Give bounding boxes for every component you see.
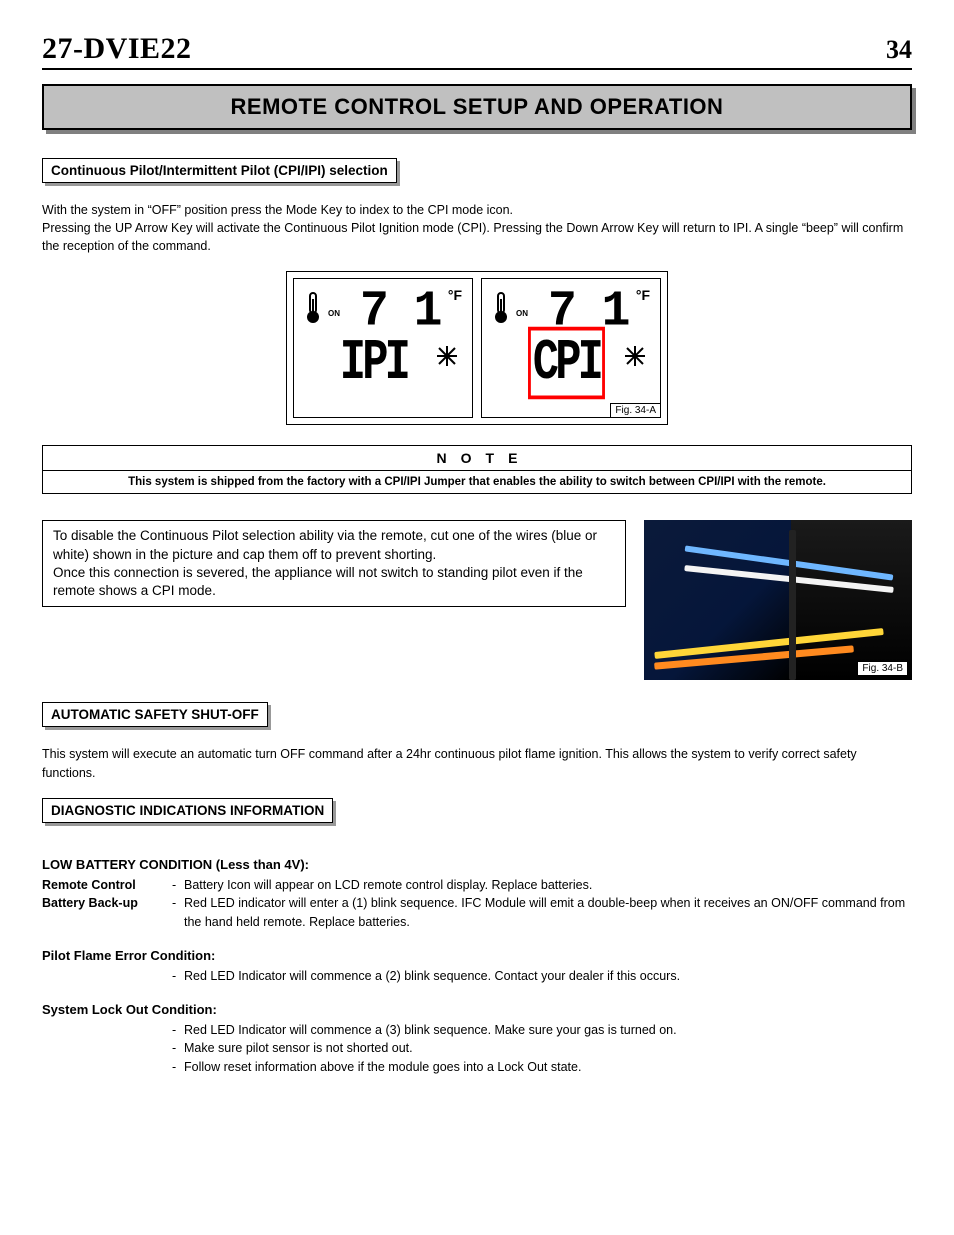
lockout-2: Make sure pilot sensor is not shorted ou…	[184, 1039, 912, 1058]
subheading-diagnostics: DIAGNOSTIC INDICATIONS INFORMATION	[42, 798, 333, 823]
lockout-3: Follow reset information above if the mo…	[184, 1058, 912, 1077]
pilot-error-text: Red LED Indicator will commence a (2) bl…	[184, 967, 912, 986]
mode-label-ipi: IPI	[340, 331, 407, 396]
figure-34b-photo: Fig. 34-B	[644, 520, 912, 680]
remote-control-label: Remote Control	[42, 876, 172, 895]
thermometer-icon	[492, 291, 510, 330]
cpi-line1: With the system in “OFF” position press …	[42, 203, 513, 217]
figure-caption-b: Fig. 34-B	[857, 661, 908, 676]
mode-label-cpi: CPI	[528, 331, 605, 396]
lockout-body: -Red LED Indicator will commence a (3) b…	[42, 1021, 912, 1077]
thermometer-icon	[304, 291, 322, 330]
subheading-cpi: Continuous Pilot/Intermittent Pilot (CPI…	[42, 158, 397, 183]
dash: -	[172, 876, 184, 895]
figure-34a: ON 7 1 °F IPI ON 7 1 °F CPI	[42, 271, 912, 425]
pilot-error-body: -Red LED Indicator will commence a (2) b…	[42, 967, 912, 986]
note-heading: NOTE	[42, 445, 912, 471]
lcd-panel-cpi: ON 7 1 °F CPI	[481, 278, 661, 418]
document-code: 27-DVIE22	[42, 32, 192, 66]
battery-backup-label: Battery Back-up	[42, 894, 172, 932]
disable-p2: Once this connection is severed, the app…	[53, 565, 583, 598]
page-number: 34	[886, 35, 912, 65]
disable-instructions: To disable the Continuous Pilot selectio…	[42, 520, 626, 607]
on-label: ON	[328, 309, 340, 318]
disable-row: To disable the Continuous Pilot selectio…	[42, 520, 912, 680]
snowflake-icon	[624, 345, 646, 372]
battery-backup-text: Red LED indicator will enter a (1) blink…	[184, 894, 912, 932]
temperature-unit: °F	[448, 287, 462, 303]
safety-body: This system will execute an automatic tu…	[42, 745, 912, 781]
cpi-paragraph: With the system in “OFF” position press …	[42, 201, 912, 255]
diag-remote-row: Remote Control - Battery Icon will appea…	[42, 876, 912, 895]
pilot-error-heading: Pilot Flame Error Condition:	[42, 948, 912, 963]
section-banner: REMOTE CONTROL SETUP AND OPERATION	[42, 84, 912, 130]
on-label: ON	[516, 309, 528, 318]
note-body: This system is shipped from the factory …	[42, 471, 912, 494]
lowbat-heading: LOW BATTERY CONDITION (Less than 4V):	[42, 857, 912, 872]
lcd-panel-ipi: ON 7 1 °F IPI	[293, 278, 473, 418]
lockout-heading: System Lock Out Condition:	[42, 1002, 912, 1017]
cpi-line2: Pressing the UP Arrow Key will activate …	[42, 221, 903, 253]
page-header: 27-DVIE22 34	[42, 32, 912, 70]
lockout-1: Red LED Indicator will commence a (3) bl…	[184, 1021, 912, 1040]
dash: -	[172, 894, 184, 932]
disable-p1: To disable the Continuous Pilot selectio…	[53, 528, 597, 561]
figure-caption-a: Fig. 34-A	[610, 403, 661, 418]
subheading-safety: AUTOMATIC SAFETY SHUT-OFF	[42, 702, 268, 727]
remote-control-text: Battery Icon will appear on LCD remote c…	[184, 876, 912, 895]
snowflake-icon	[436, 345, 458, 372]
diag-backup-row: Battery Back-up - Red LED indicator will…	[42, 894, 912, 932]
temperature-unit: °F	[636, 287, 650, 303]
